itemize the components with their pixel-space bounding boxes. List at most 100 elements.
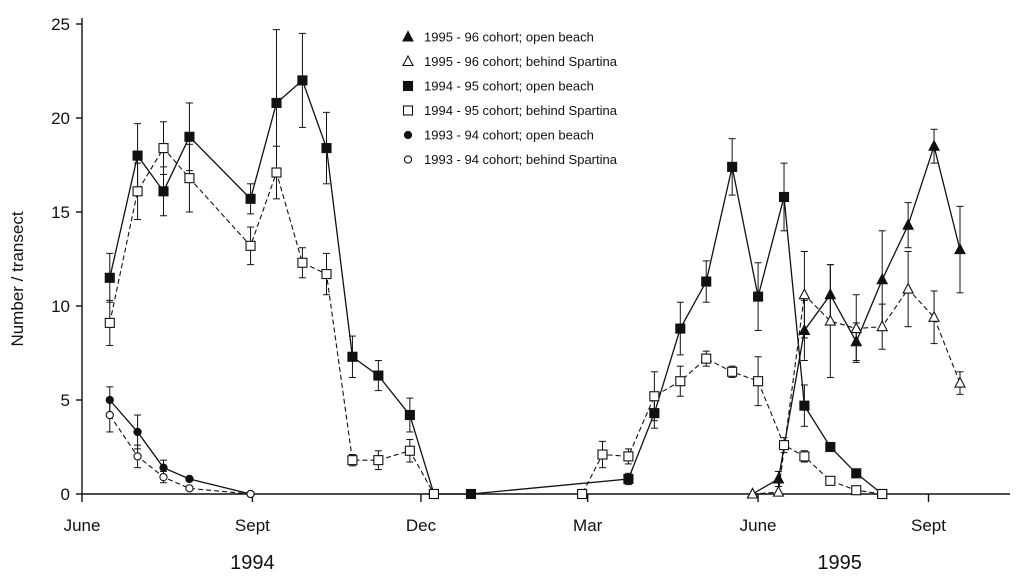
y-axis-label: Number / transect — [8, 211, 27, 346]
data-point-1993-94-cohort-open-beach — [105, 395, 114, 405]
data-point-1994-95-cohort-behind-spartina — [297, 257, 308, 268]
tick-labels: 0 5 10 15 20 25 June Sept Dec Mar June Sept 1994 1995 — [51, 15, 946, 574]
data-point-1994-95-cohort-behind-spartina — [132, 186, 143, 197]
data-point-1994-95-cohort-behind-spartina — [271, 167, 282, 178]
data-point-1994-95-cohort-open-beach — [701, 276, 712, 287]
legend-entry-1993-94-cohort-behind-spartina: 1993 - 94 cohort; behind Spartina — [424, 152, 618, 167]
data-point-1994-95-cohort-behind-spartina — [577, 488, 588, 500]
data-point-1994-95-cohort-behind-spartina — [597, 449, 608, 460]
y-tick-label: 20 — [51, 109, 70, 128]
data-point-1994-95-cohort-behind-spartina — [184, 173, 195, 184]
y-tick-label: 0 — [61, 485, 70, 504]
tick-marks — [76, 23, 930, 502]
y-tick-label: 15 — [51, 203, 70, 222]
data-point-1994-95-cohort-behind-spartina — [851, 485, 862, 496]
data-point-1994-95-cohort-open-beach — [675, 323, 686, 334]
series-line-1994-95-cohort-behind-spartina — [109, 147, 883, 495]
data-point-1994-95-cohort-open-beach — [727, 161, 738, 172]
legend-marker-1993-94-cohort-open-beach — [403, 130, 413, 140]
series-line-1993-94-cohort-open-beach — [109, 399, 251, 495]
data-point-1994-95-cohort-open-beach — [347, 351, 358, 362]
data-point-1993-94-cohort-open-beach — [185, 474, 194, 484]
data-point-1993-94-cohort-behind-spartina — [105, 410, 114, 420]
x-tick-label-mar: Mar — [573, 516, 603, 535]
series-line-1993-94-cohort-behind-spartina — [109, 414, 251, 495]
data-point-1993-94-cohort-behind-spartina — [185, 484, 194, 493]
data-point-1995-96-cohort-open-beach — [928, 139, 940, 151]
data-point-1994-95-cohort-behind-spartina — [701, 353, 712, 364]
data-point-1995-96-cohort-open-beach — [824, 288, 837, 300]
data-point-1994-95-cohort-behind-spartina — [404, 445, 415, 456]
data-point-1994-95-cohort-behind-spartina — [245, 240, 256, 251]
data-point-1994-95-cohort-open-beach — [321, 143, 332, 154]
data-point-1994-95-cohort-open-beach — [297, 75, 308, 86]
data-point-1993-94-cohort-open-beach — [159, 463, 168, 472]
legend-marker-1993-94-cohort-behind-spartina — [403, 155, 413, 164]
legend-entry-1993-94-cohort-open-beach: 1993 - 94 cohort; open beach — [424, 128, 594, 143]
data-point-1994-95-cohort-open-beach — [404, 409, 415, 421]
data-point-1995-96-cohort-behind-spartina — [954, 376, 966, 388]
data-point-1993-94-cohort-behind-spartina — [159, 472, 168, 482]
legend-marker-1995-96-cohort-open-beach — [402, 30, 414, 42]
data-point-1994-95-cohort-open-beach — [649, 408, 660, 419]
data-point-1995-96-cohort-behind-spartina — [876, 319, 889, 332]
data-point-1993-94-cohort-open-beach — [133, 427, 142, 437]
data-point-1995-96-cohort-open-beach — [954, 242, 966, 255]
year-label-1995: 1995 — [817, 552, 862, 574]
data-point-1994-95-cohort-open-beach — [184, 131, 195, 142]
data-point-1995-96-cohort-open-beach — [850, 335, 863, 347]
data-point-1995-96-cohort-open-beach — [798, 323, 811, 335]
data-point-1995-96-cohort-behind-spartina — [902, 282, 915, 294]
data-point-1994-95-cohort-open-beach — [373, 370, 384, 381]
data-point-1994-95-cohort-behind-spartina — [649, 391, 660, 402]
data-point-1995-96-cohort-behind-spartina — [824, 314, 837, 326]
data-point-1994-95-cohort-behind-spartina — [373, 455, 384, 466]
data-point-1994-95-cohort-open-beach — [465, 488, 477, 500]
data-point-1994-95-cohort-behind-spartina — [825, 475, 836, 486]
legend-entry-1994-95-cohort-behind-spartina: 1994 - 95 cohort; behind Spartina — [424, 103, 618, 118]
data-point-1994-95-cohort-behind-spartina — [778, 440, 790, 451]
x-tick-label-june: June — [64, 516, 101, 535]
data-point-1995-96-cohort-open-beach — [876, 272, 889, 285]
x-tick-label-june: June — [740, 516, 777, 535]
x-tick-label-sept: Sept — [911, 516, 946, 535]
data-point-1994-95-cohort-behind-spartina — [753, 376, 764, 387]
data-point-1995-96-cohort-open-beach — [772, 472, 785, 484]
data-point-1994-95-cohort-open-beach — [158, 186, 169, 197]
legend: 1995 - 96 cohort; open beach 1995 - 96 co… — [402, 30, 618, 167]
legend-marker-1995-96-cohort-behind-spartina — [402, 54, 414, 67]
data-point-1993-94-cohort-behind-spartina — [246, 489, 255, 499]
legend-entry-1995-96-cohort-behind-spartina: 1995 - 96 cohort; behind Spartina — [424, 54, 618, 69]
data-point-1995-96-cohort-behind-spartina — [772, 485, 785, 497]
x-tick-label-sept: Sept — [235, 516, 270, 535]
data-point-1995-96-cohort-behind-spartina — [928, 310, 940, 322]
data-point-1995-96-cohort-behind-spartina — [850, 321, 863, 334]
year-label-1994: 1994 — [230, 552, 275, 574]
data-point-1994-95-cohort-open-beach — [623, 473, 634, 485]
data-point-1994-95-cohort-open-beach — [271, 97, 282, 109]
data-point-1994-95-cohort-open-beach — [778, 191, 790, 203]
data-point-1994-95-cohort-open-beach — [825, 441, 836, 453]
y-tick-label: 10 — [51, 297, 70, 316]
data-point-1994-95-cohort-behind-spartina — [877, 488, 888, 500]
legend-entry-1995-96-cohort-open-beach: 1995 - 96 cohort; open beach — [424, 30, 594, 45]
data-point-1994-95-cohort-behind-spartina — [623, 451, 634, 462]
data-points — [104, 75, 966, 500]
data-point-1994-95-cohort-behind-spartina — [799, 451, 810, 462]
data-point-1994-95-cohort-behind-spartina — [675, 376, 686, 387]
data-point-1994-95-cohort-behind-spartina — [347, 455, 358, 466]
data-point-1994-95-cohort-open-beach — [753, 291, 764, 302]
data-point-1994-95-cohort-open-beach — [132, 150, 143, 161]
data-point-1994-95-cohort-open-beach — [851, 468, 862, 479]
x-tick-label-dec: Dec — [406, 516, 437, 535]
y-tick-label: 5 — [61, 391, 70, 410]
data-point-1995-96-cohort-behind-spartina — [746, 487, 759, 499]
error-bars — [106, 29, 964, 487]
y-tick-label: 25 — [51, 15, 70, 34]
data-point-1994-95-cohort-behind-spartina — [428, 488, 439, 500]
data-point-1995-96-cohort-behind-spartina — [798, 288, 811, 300]
legend-marker-1994-95-cohort-behind-spartina — [402, 105, 414, 116]
data-point-1993-94-cohort-behind-spartina — [133, 452, 142, 461]
data-point-1995-96-cohort-open-beach — [902, 218, 915, 230]
